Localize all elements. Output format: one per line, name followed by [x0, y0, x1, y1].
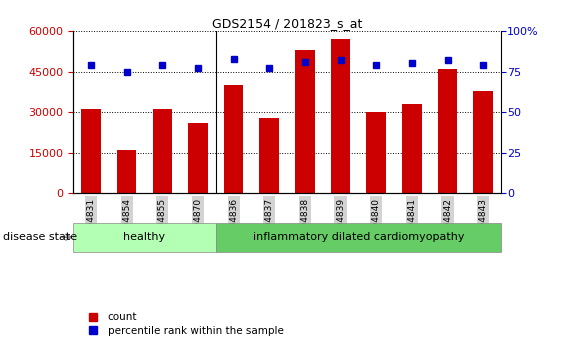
- Bar: [367, 112, 386, 193]
- Bar: [216, 223, 501, 252]
- Bar: [73, 223, 216, 252]
- Bar: [331, 39, 350, 193]
- Bar: [224, 85, 243, 193]
- Text: disease state: disease state: [3, 232, 77, 242]
- Bar: [117, 150, 136, 193]
- Bar: [260, 118, 279, 193]
- Bar: [188, 123, 208, 193]
- Title: GDS2154 / 201823_s_at: GDS2154 / 201823_s_at: [212, 17, 363, 30]
- Bar: [295, 50, 315, 193]
- Bar: [81, 109, 101, 193]
- Text: inflammatory dilated cardiomyopathy: inflammatory dilated cardiomyopathy: [253, 232, 464, 242]
- Bar: [473, 90, 493, 193]
- Legend: count, percentile rank within the sample: count, percentile rank within the sample: [78, 308, 288, 340]
- Text: healthy: healthy: [123, 232, 166, 242]
- Bar: [153, 109, 172, 193]
- Bar: [402, 104, 422, 193]
- Bar: [438, 69, 457, 193]
